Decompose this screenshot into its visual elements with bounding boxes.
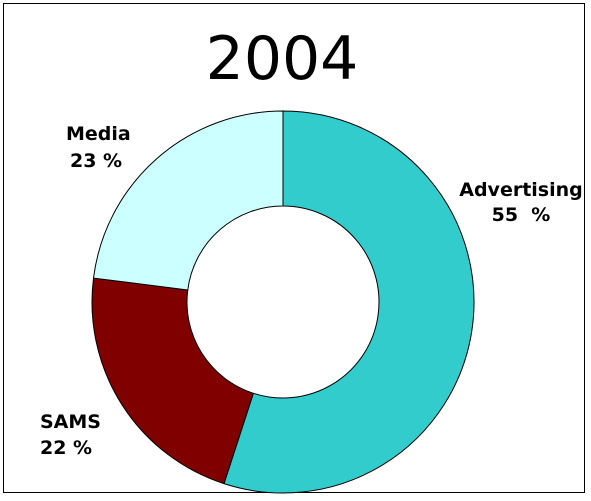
donut-chart: 2004 Advertising 55 % SAMS 22 % Media 23…: [40, 24, 583, 494]
slice-label-advertising: Advertising: [459, 179, 583, 201]
slice-media: [92, 110, 284, 291]
slice-value-sams: 22 %: [40, 437, 92, 459]
slice-advertising: [223, 110, 475, 494]
chart-frame: 2004 Advertising 55 % SAMS 22 % Media 23…: [3, 3, 585, 494]
slice-sams: [91, 277, 254, 485]
chart-title: 2004: [206, 24, 359, 94]
slice-value-media: 23 %: [70, 150, 122, 172]
slice-label-media: Media: [66, 123, 131, 145]
slices-group: [91, 110, 475, 494]
slice-label-sams: SAMS: [40, 411, 101, 433]
slice-value-advertising: 55 %: [492, 204, 551, 226]
